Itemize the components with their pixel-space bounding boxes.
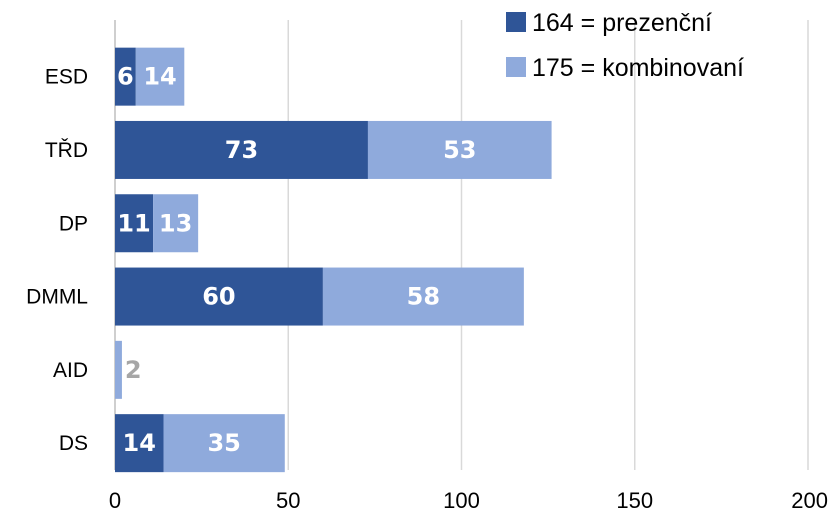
bar-dmml-series-1 [115,267,323,326]
bar-aid-series-2 [115,340,122,399]
x-tick-label: 200 [791,488,828,513]
bar-ds-series-2 [163,414,285,473]
bar-esd-series-2 [135,47,185,106]
x-tick-label: 0 [109,488,121,513]
data-label-třd-series-1: 73 [225,136,258,164]
data-label-dp-series-2: 13 [159,209,192,237]
category-label: ESD [45,66,88,89]
data-label-dmml-series-1: 60 [202,283,235,311]
data-label-ds-series-2: 35 [207,429,240,457]
legend-swatch-1 [506,12,526,32]
bar-ds-series-1 [115,414,164,473]
bar-dmml-series-2 [322,267,524,326]
x-tick-labels: 0 50 100 150 200 [109,488,828,513]
x-tick-label: 50 [276,488,300,513]
legend: 164 = prezenční 175 = kombinovaní [506,9,744,82]
data-label-ds-series-1: 14 [123,429,156,457]
category-label: AID [53,359,88,382]
category-label: DS [59,432,88,455]
data-label-esd-series-1: 6 [117,63,134,91]
data-label-třd-series-2: 53 [443,136,476,164]
data-label-dmml-series-2: 58 [407,283,440,311]
category-label: DP [59,212,88,235]
bar-třd-series-2 [367,120,552,179]
data-label-aid-series-2: 2 [125,356,142,384]
bar-esd-series-1 [115,47,136,106]
category-labels: ESD TŘD DP DMML AID DS [26,66,88,455]
bar-třd-series-1 [115,120,368,179]
legend-swatch-2 [506,57,526,77]
category-label: DMML [26,286,88,309]
gridlines [114,20,809,470]
x-tick-label: 100 [443,488,480,513]
data-label-esd-series-2: 14 [143,63,176,91]
bar-dp-series-1 [115,194,154,253]
data-label-dp-series-1: 11 [117,209,150,237]
legend-label-2: 175 = kombinovaní [532,54,744,82]
bars: 6 14 73 53 11 13 60 58 2 14 35 [115,47,552,473]
x-tick-label: 150 [616,488,653,513]
category-label: TŘD [45,139,88,162]
legend-label-1: 164 = prezenční [532,9,712,37]
bar-dp-series-2 [153,194,199,253]
